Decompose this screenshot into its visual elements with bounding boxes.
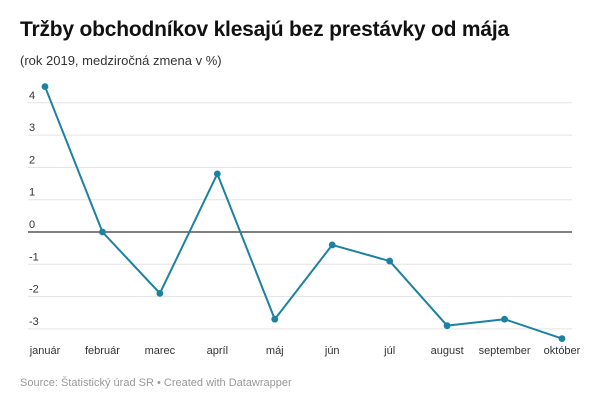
- chart-title: Tržby obchodníkov klesajú bez prestávky …: [20, 18, 509, 41]
- data-point: [156, 289, 164, 297]
- x-axis-tick-labels: január február marec apríl máj jún júl august se…: [29, 345, 581, 357]
- y-tick-label: -2: [29, 284, 39, 296]
- footer-credit: Created with Datawrapper: [163, 377, 292, 389]
- y-tick-label: 0: [29, 219, 35, 231]
- point-markers: [41, 83, 566, 342]
- data-point: [213, 170, 221, 178]
- x-tick-label: júl: [383, 345, 395, 357]
- x-tick-label: august: [431, 345, 464, 357]
- data-point: [328, 241, 336, 249]
- x-tick-label: máj: [266, 345, 284, 357]
- y-tick-label: 3: [29, 122, 35, 134]
- x-tick-label: február: [85, 345, 120, 357]
- chart-footer: Source: Štatistický úrad SR • Created wi…: [20, 377, 292, 389]
- footer-source: Štatistický úrad SR: [60, 377, 154, 389]
- gridlines: [28, 102, 572, 330]
- y-tick-label: -1: [29, 251, 39, 263]
- data-point: [558, 335, 566, 342]
- y-tick-label: -3: [29, 316, 39, 328]
- data-point: [99, 228, 106, 236]
- data-point: [443, 322, 451, 330]
- y-tick-label: 4: [29, 90, 35, 102]
- data-point: [501, 315, 508, 323]
- data-point: [41, 83, 49, 91]
- footer-source-label: Source:: [20, 377, 58, 389]
- y-tick-label: 1: [29, 187, 35, 199]
- x-tick-label: január: [29, 345, 61, 357]
- series-line: [44, 85, 563, 340]
- x-tick-label: október: [544, 345, 581, 357]
- chart-subtitle: (rok 2019, medziročná zmena v %): [20, 53, 222, 68]
- y-axis-tick-labels: 4 3 2 1 0 -1 -2 -3: [29, 90, 39, 328]
- footer-separator: •: [156, 377, 161, 389]
- series-layer: [44, 85, 563, 340]
- data-point: [386, 257, 394, 265]
- y-tick-label: 2: [29, 154, 35, 166]
- x-tick-label: marec: [145, 345, 176, 357]
- x-tick-label: apríl: [207, 345, 228, 357]
- x-tick-label: jún: [324, 345, 340, 357]
- data-point: [271, 315, 279, 323]
- x-tick-label: september: [479, 345, 531, 357]
